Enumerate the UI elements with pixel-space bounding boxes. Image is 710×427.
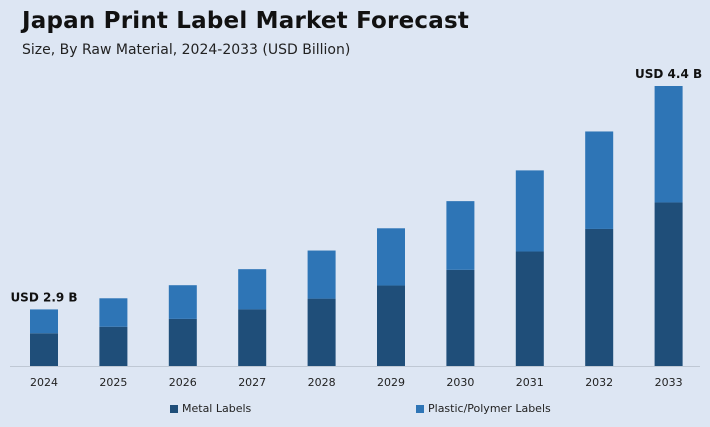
x-tick-label-2030: 2030 (446, 376, 474, 389)
legend-swatch-plastic (416, 404, 424, 413)
x-tick-label-2028: 2028 (308, 376, 336, 389)
bar-segment-metal-2031 (515, 251, 544, 366)
legend-label-plastic: Plastic/Polymer Labels (428, 402, 551, 415)
bar-segment-plastic-2024 (30, 309, 58, 334)
bar-segment-plastic-2025 (99, 298, 128, 327)
bar-segment-plastic-2032 (585, 131, 614, 229)
legend-swatch-metal (170, 404, 178, 413)
x-tick-label-2027: 2027 (238, 376, 266, 389)
chart-legend: Metal Labels Plastic/Polymer Labels (0, 402, 710, 418)
bar-segment-metal-2033 (654, 202, 683, 366)
x-tick-label-2025: 2025 (99, 376, 127, 389)
x-tick-label-2024: 2024 (30, 376, 58, 389)
bar-segment-plastic-2028 (307, 250, 336, 299)
bar-segment-plastic-2026 (168, 285, 197, 319)
bar-segment-metal-2026 (168, 318, 197, 366)
bar-segment-metal-2025 (99, 326, 128, 366)
legend-label-metal: Metal Labels (182, 402, 252, 415)
bar-segment-plastic-2027 (238, 269, 267, 310)
bar-segment-metal-2032 (585, 228, 614, 366)
legend-item-metal: Metal Labels (170, 402, 251, 415)
x-tick-label-2026: 2026 (169, 376, 197, 389)
chart-subtitle: Size, By Raw Material, 2024-2033 (USD Bi… (22, 42, 351, 58)
bar-segment-plastic-2031 (515, 170, 544, 252)
x-tick-label-2031: 2031 (516, 376, 544, 389)
stacked-bar-chart: 2024 2025 2026 2027 2028 2029 2030 2031 2032 2033… (10, 67, 702, 389)
bar-segment-plastic-2033 (654, 86, 683, 203)
bar-segment-metal-2029 (377, 285, 405, 366)
bar-segment-metal-2030 (446, 269, 475, 366)
legend-item-plastic: Plastic/Polymer Labels (416, 402, 551, 415)
bar-segment-metal-2024 (30, 333, 58, 366)
chart-title: Japan Print Label Market Forecast (22, 8, 470, 34)
bar-segment-metal-2028 (307, 298, 336, 366)
data-label-2024: USD 2.9 B (10, 290, 77, 304)
x-tick-label-2032: 2032 (585, 376, 613, 389)
bar-segment-plastic-2030 (446, 201, 475, 270)
x-tick-label-2029: 2029 (377, 376, 405, 389)
bar-segment-plastic-2029 (377, 228, 405, 286)
data-label-2033: USD 4.4 B (635, 67, 702, 81)
bar-segment-metal-2027 (238, 309, 267, 366)
x-tick-label-2033: 2033 (655, 376, 683, 389)
